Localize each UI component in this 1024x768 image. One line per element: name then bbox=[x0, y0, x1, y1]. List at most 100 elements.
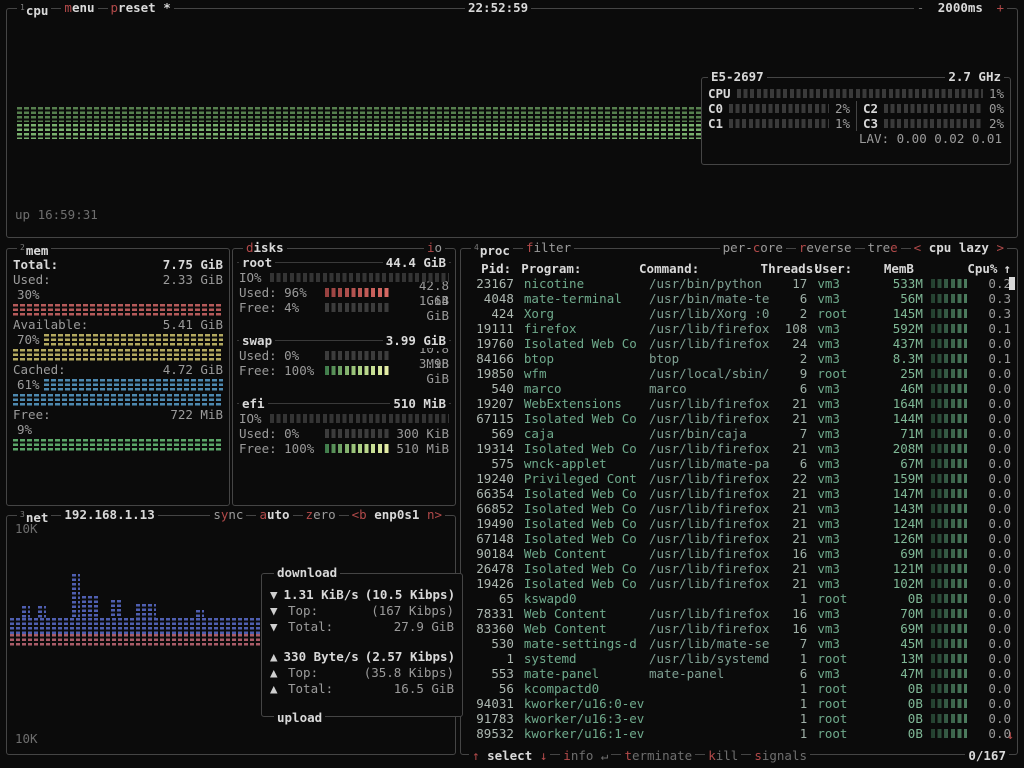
proc-pid: 19490 bbox=[476, 516, 514, 531]
header-cpu[interactable]: Cpu% bbox=[967, 261, 998, 276]
table-row[interactable]: 19490 Isolated Web Co/usr/lib/firefox 21 vm… bbox=[461, 516, 1017, 531]
info-button[interactable]: info ↵ bbox=[560, 748, 612, 763]
proc-cpu: 0.0 bbox=[988, 621, 1011, 636]
proc-pid: 575 bbox=[491, 456, 514, 471]
tab-proc[interactable]: 4proc bbox=[471, 240, 513, 259]
upload-stat-value: (35.8 Kibps) bbox=[363, 664, 454, 680]
table-row[interactable]: 65 kswapd0 1 root 0B 0.0 bbox=[461, 591, 1017, 606]
interval-plus-button[interactable]: + bbox=[996, 0, 1004, 15]
table-row[interactable]: 575 wnck-applet/usr/lib/mate-pa 6 vm3 67M 0.0 bbox=[461, 456, 1017, 471]
io-toggle[interactable]: io bbox=[423, 240, 445, 255]
menu-button[interactable]: menu bbox=[61, 0, 98, 19]
table-row[interactable]: 67148 Isolated Web Co/usr/lib/firefox 21 vm… bbox=[461, 531, 1017, 546]
proc-pid: 89532 bbox=[476, 726, 514, 741]
table-row[interactable]: 78331 Web Content/usr/lib/firefox 16 vm3 70M… bbox=[461, 606, 1017, 621]
table-row[interactable]: 26478 Isolated Web Co/usr/lib/firefox 21 vm… bbox=[461, 561, 1017, 576]
proc-mem-meter bbox=[930, 654, 967, 663]
header-user[interactable]: User: bbox=[814, 261, 853, 276]
table-row[interactable]: 89532 kworker/u16:1-ev 1 root 0B 0.0 bbox=[461, 726, 1017, 741]
table-row[interactable]: 83360 Web Content/usr/lib/firefox 16 vm3 69M… bbox=[461, 621, 1017, 636]
proc-user: vm3 bbox=[817, 411, 840, 426]
proc-mem: 47M bbox=[900, 666, 923, 681]
table-row[interactable]: 23167 nicotine/usr/bin/python 17 vm3 533M 0.2 bbox=[461, 276, 1017, 291]
table-row[interactable]: 553 mate-panel mate-panel 6 vm3 47M 0.0 bbox=[461, 666, 1017, 681]
interval-minus-button[interactable]: - bbox=[916, 0, 925, 15]
proc-program: kworker/u16:0-ev bbox=[523, 696, 645, 711]
scroll-down-icon[interactable]: ↓ bbox=[1006, 727, 1014, 742]
table-row[interactable]: 90184 Web Content/usr/lib/firefox 16 vm3 69M… bbox=[461, 546, 1017, 561]
auto-toggle[interactable]: auto bbox=[256, 507, 293, 522]
tab-cpu[interactable]: 1cpu bbox=[17, 0, 52, 19]
disk-usage-meter bbox=[325, 288, 389, 297]
select-control[interactable]: ↑ select ↓ bbox=[469, 748, 551, 763]
per-core-toggle[interactable]: per-core bbox=[719, 240, 786, 255]
proc-mem: 13M bbox=[900, 651, 923, 666]
cpu-core-meter bbox=[729, 119, 829, 128]
table-row[interactable]: 91783 kworker/u16:3-ev 1 root 0B 0.0 bbox=[461, 711, 1017, 726]
net-info-panel: download upload ▼ 1.31 KiB/s (10.5 Kibps) ▼… bbox=[261, 565, 463, 725]
header-threads[interactable]: Threads: bbox=[760, 261, 821, 276]
sync-toggle[interactable]: sync bbox=[210, 507, 247, 522]
tab-mem[interactable]: 2mem bbox=[17, 240, 52, 259]
proc-user: vm3 bbox=[817, 636, 840, 651]
proc-command: /usr/lib/firefox bbox=[649, 576, 770, 591]
table-row[interactable]: 424 Xorg/usr/lib/Xorg :0 2 root 145M 0.3 bbox=[461, 306, 1017, 321]
table-row[interactable]: 56 kcompactd0 1 root 0B 0.0 bbox=[461, 681, 1017, 696]
table-row[interactable]: 84166 btop btop 2 vm3 8.3M 0.1 bbox=[461, 351, 1017, 366]
proc-program: kworker/u16:3-ev bbox=[523, 711, 645, 726]
proc-mem-meter-cell bbox=[923, 666, 976, 681]
disk-usage-value: 3.98 GiB bbox=[418, 355, 449, 386]
scrollbar-thumb[interactable] bbox=[1009, 277, 1015, 290]
proc-program: caja bbox=[523, 426, 555, 441]
header-pid[interactable]: Pid: bbox=[481, 261, 512, 276]
proc-mem-meter bbox=[930, 399, 967, 408]
proc-program: WebExtensions bbox=[523, 396, 622, 411]
table-row[interactable]: 19240 Privileged Cont/usr/lib/firefox 22 vm… bbox=[461, 471, 1017, 486]
proc-mem-meter-cell bbox=[923, 726, 976, 741]
table-row[interactable]: 19760 Isolated Web Co/usr/lib/firefox 24 vm… bbox=[461, 336, 1017, 351]
proc-user: vm3 bbox=[817, 321, 840, 336]
net-arrow-icon: ▲ bbox=[270, 648, 278, 664]
proc-mem: 69M bbox=[900, 621, 923, 636]
proc-user: vm3 bbox=[817, 531, 840, 546]
table-row[interactable]: 19207 WebExtensions/usr/lib/firefox 21 vm3 1… bbox=[461, 396, 1017, 411]
sort-selector[interactable]: < cpu lazy > bbox=[910, 240, 1007, 255]
device-switcher[interactable]: <b enp0s1 n> bbox=[348, 507, 445, 522]
table-row[interactable]: 530 mate-settings-d/usr/lib/mate-se 7 vm3 45… bbox=[461, 636, 1017, 651]
table-row[interactable]: 67115 Isolated Web Co/usr/lib/firefox 21 vm… bbox=[461, 411, 1017, 426]
tab-net[interactable]: 3net bbox=[17, 507, 52, 526]
table-row[interactable]: 1 systemd/usr/lib/systemd 1 root 13M 0.0 bbox=[461, 651, 1017, 666]
table-row[interactable]: 19850 wfm/usr/local/sbin/9 root 25M 0.0 bbox=[461, 366, 1017, 381]
table-row[interactable]: 19111 firefox/usr/lib/firefox 108 vm3 592M 0.… bbox=[461, 321, 1017, 336]
cpu-core-row: C1 1% bbox=[702, 116, 856, 131]
proc-mem: 145M bbox=[892, 306, 923, 321]
kill-button[interactable]: kill bbox=[705, 748, 742, 763]
proc-pid: 569 bbox=[491, 426, 514, 441]
signals-button[interactable]: signals bbox=[751, 748, 810, 763]
table-row[interactable]: 4048 mate-terminal/usr/bin/mate-te 6 vm3 56M… bbox=[461, 291, 1017, 306]
table-row[interactable]: 19426 Isolated Web Co/usr/lib/firefox 21 vm… bbox=[461, 576, 1017, 591]
proc-cpu: 0.0 bbox=[988, 711, 1011, 726]
proc-user: vm3 bbox=[817, 621, 840, 636]
proc-program: mate-terminal bbox=[523, 291, 622, 306]
terminate-button[interactable]: terminate bbox=[621, 748, 696, 763]
table-row[interactable]: 19314 Isolated Web Co/usr/lib/firefox 21 vm… bbox=[461, 441, 1017, 456]
header-program[interactable]: Program: bbox=[521, 261, 582, 276]
zero-toggle[interactable]: zero bbox=[302, 507, 339, 522]
table-row[interactable]: 569 caja/usr/bin/caja 7 vm3 71M 0.0 bbox=[461, 426, 1017, 441]
table-row[interactable]: 94031 kworker/u16:0-ev 1 root 0B 0.0 bbox=[461, 696, 1017, 711]
header-memb[interactable]: MemB bbox=[883, 261, 914, 276]
reverse-toggle[interactable]: reverse bbox=[795, 240, 855, 255]
proc-pid: 19426 bbox=[476, 576, 514, 591]
table-row[interactable]: 66354 Isolated Web Co/usr/lib/firefox 21 vm… bbox=[461, 486, 1017, 501]
disk-io-row: IO% bbox=[233, 411, 455, 426]
table-row[interactable]: 66852 Isolated Web Co/usr/lib/firefox 21 vm… bbox=[461, 501, 1017, 516]
proc-mem: 208M bbox=[892, 441, 923, 456]
table-row[interactable]: 540 marco marco 6 vm3 46M 0.0 bbox=[461, 381, 1017, 396]
header-command[interactable]: Command: bbox=[639, 261, 700, 276]
preset-button[interactable]: preset * bbox=[107, 0, 174, 19]
tree-toggle[interactable]: tree bbox=[864, 240, 901, 255]
filter-button[interactable]: filter bbox=[522, 240, 575, 259]
proc-mem-meter bbox=[930, 294, 967, 303]
proc-threads: 9 bbox=[799, 366, 808, 381]
